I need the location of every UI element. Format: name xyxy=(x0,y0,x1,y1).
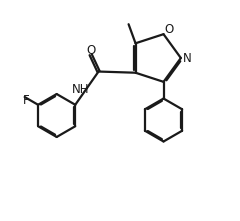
Text: O: O xyxy=(86,44,95,57)
Text: O: O xyxy=(164,23,174,36)
Text: N: N xyxy=(183,51,192,65)
Text: NH: NH xyxy=(72,83,89,96)
Text: F: F xyxy=(23,94,30,107)
